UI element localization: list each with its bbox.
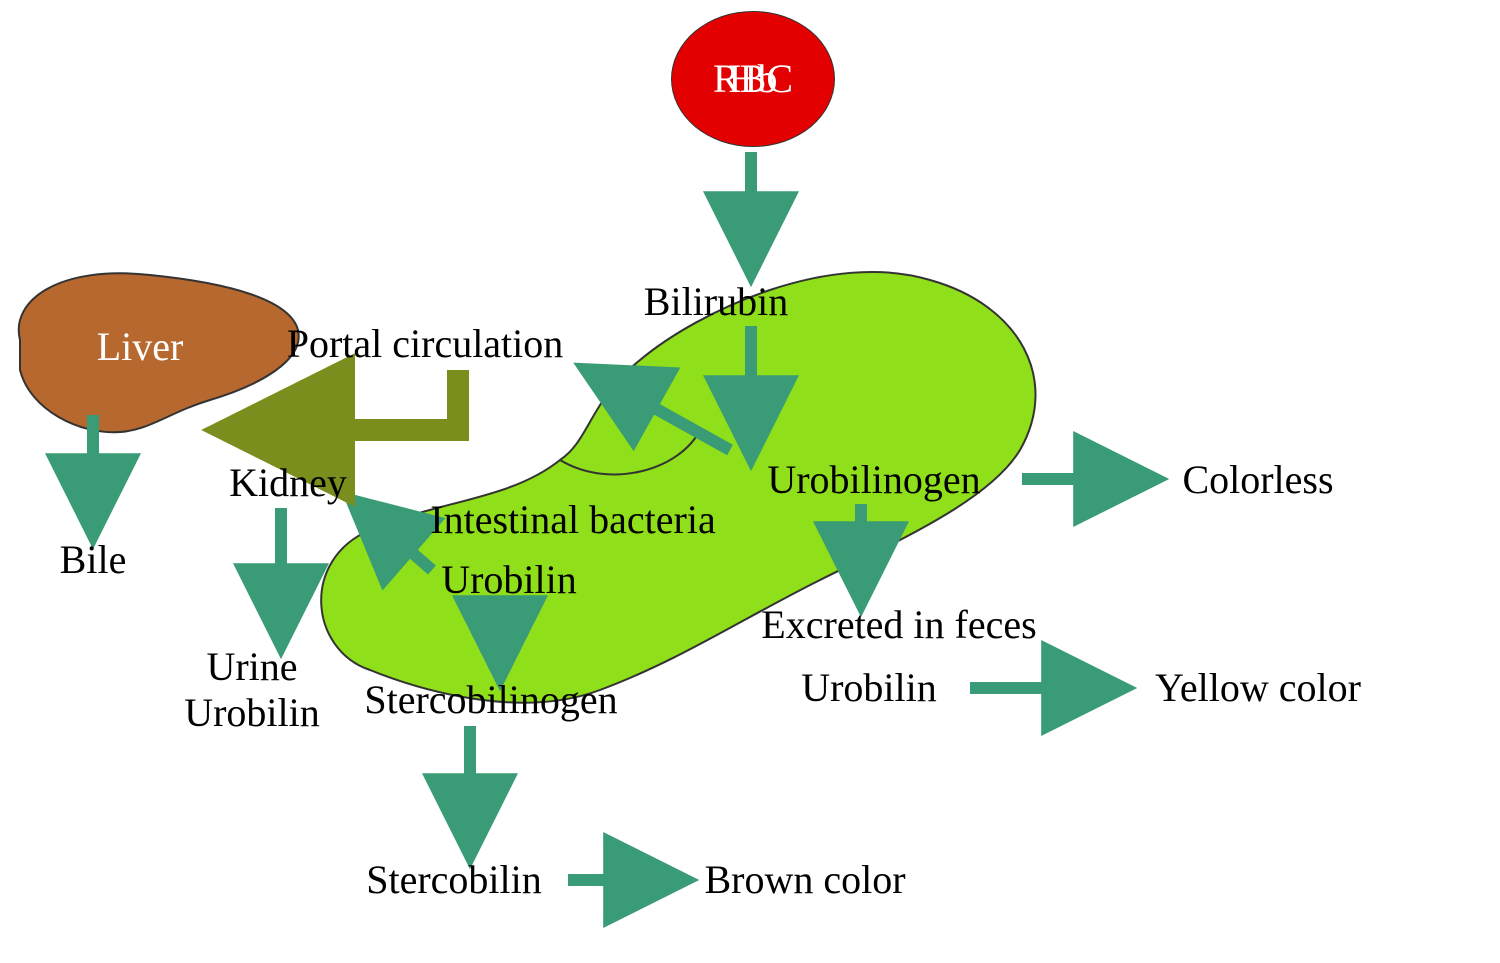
- label-portal-circulation: Portal circulation: [287, 321, 564, 367]
- arrow-portal-liver: [232, 370, 458, 430]
- label-urine-urobilin: Urine Urobilin: [184, 644, 320, 736]
- label-urine-line2: Urobilin: [184, 690, 320, 735]
- label-urobilin: Urobilin: [441, 557, 577, 603]
- intestine-crease: [560, 430, 700, 474]
- label-bile: Bile: [60, 537, 127, 583]
- diagram-stage: RBC Hb Bilirubin Urobilinogen Colorless …: [0, 0, 1500, 963]
- rbc-line2: Hb: [729, 56, 778, 102]
- label-stercobilinogen: Stercobilinogen: [364, 677, 617, 723]
- label-brown-color: Brown color: [704, 857, 905, 903]
- label-intestinal-bacteria: Intestinal bacteria: [430, 497, 715, 543]
- label-feces-urobilin: Urobilin: [801, 665, 937, 711]
- rbc-node: RBC Hb: [671, 11, 835, 147]
- label-urine-line1: Urine: [206, 644, 297, 689]
- label-stercobilin: Stercobilin: [366, 857, 542, 903]
- label-bilirubin: Bilirubin: [644, 279, 788, 325]
- arrow-intestine-kidney: [356, 504, 432, 570]
- label-excreted-feces: Excreted in feces: [761, 602, 1036, 648]
- arrow-intestine-portal: [590, 372, 730, 450]
- label-colorless: Colorless: [1182, 457, 1333, 503]
- label-kidney: Kidney: [229, 460, 347, 506]
- label-yellow-color: Yellow color: [1155, 665, 1361, 711]
- label-urobilinogen: Urobilinogen: [767, 457, 980, 503]
- label-liver: Liver: [97, 324, 184, 370]
